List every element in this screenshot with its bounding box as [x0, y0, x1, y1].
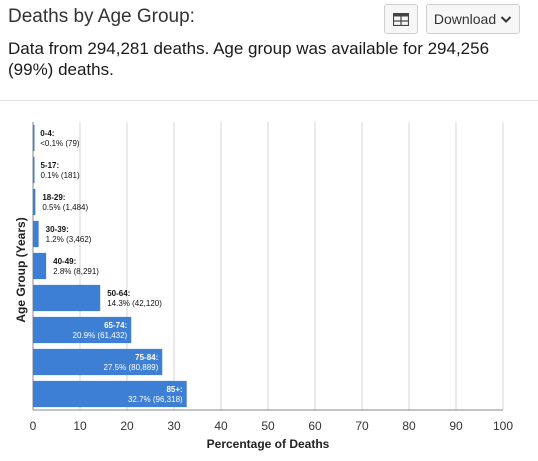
bars	[33, 124, 187, 408]
view-table-button[interactable]	[384, 4, 418, 34]
bar-chart: 0-4: <0.1% (79) 5-17: 0.1% (181) 18-29: 0.5% …	[0, 100, 538, 456]
download-label: Download	[433, 11, 497, 27]
bar-85+[interactable]	[33, 380, 187, 408]
bar-category-label: 0-4:	[40, 129, 54, 138]
y-axis-label: Age Group (Years)	[14, 217, 28, 322]
bar-5-17[interactable]	[33, 156, 35, 184]
bar-category-label: 75-84:	[135, 353, 158, 362]
download-button[interactable]: Download	[426, 4, 520, 34]
x-ticks: 0 10 20 30 40 50 60 70 80 90 100	[30, 419, 514, 433]
bar-18-29[interactable]	[33, 188, 36, 216]
chart-header: Deaths by Age Group: Download Data from …	[0, 0, 538, 101]
bar-75-84[interactable]	[33, 348, 163, 376]
bar-labels: 0-4:<0.1% (79) 5-17:0.1% (181) 18-29:0.5% …	[40, 129, 183, 404]
bar-value-label: 1.2% (3,462)	[46, 235, 92, 244]
bar-50-64[interactable]	[33, 284, 101, 312]
bar-value-label: <0.1% (79)	[40, 139, 80, 148]
x-tick-label: 10	[73, 419, 87, 433]
bar-category-label: 65-74:	[104, 321, 127, 330]
bar-chart-svg: 0-4:<0.1% (79) 5-17:0.1% (181) 18-29:0.5% …	[14, 122, 514, 451]
table-icon	[393, 12, 409, 26]
x-tick-label: 60	[308, 419, 322, 433]
chart-title: Deaths by Age Group:	[8, 6, 195, 27]
bar-value-label: 14.3% (42,120)	[107, 299, 162, 308]
bar-category-label: 40-49:	[53, 257, 76, 266]
x-tick-label: 40	[214, 419, 228, 433]
x-tick-label: 90	[449, 419, 463, 433]
bar-value-label: 20.9% (61,432)	[73, 331, 128, 340]
x-tick-label: 50	[261, 419, 275, 433]
bar-value-label: 0.1% (181)	[40, 171, 79, 180]
bar-40-49[interactable]	[33, 252, 47, 280]
bar-value-label: 27.5% (80,889)	[104, 363, 159, 372]
x-axis-label: Percentage of Deaths	[207, 437, 330, 451]
bar-65-74[interactable]	[33, 316, 132, 344]
bar-category-label: 30-39:	[46, 225, 69, 234]
x-tick-label: 0	[30, 419, 37, 433]
bar-value-label: 32.7% (96,318)	[128, 395, 183, 404]
bar-category-label: 5-17:	[40, 161, 59, 170]
chevron-down-icon	[500, 15, 512, 23]
bar-value-label: 0.5% (1,484)	[42, 203, 88, 212]
x-tick-label: 80	[402, 419, 416, 433]
bar-category-label: 50-64:	[107, 289, 130, 298]
bar-30-39[interactable]	[33, 220, 39, 248]
bar-category-label: 85+:	[166, 385, 182, 394]
bar-0-4[interactable]	[33, 124, 35, 152]
x-tick-label: 70	[355, 419, 369, 433]
bar-category-label: 18-29:	[42, 193, 65, 202]
x-tick-label: 30	[167, 419, 181, 433]
bar-value-label: 2.8% (8,291)	[53, 267, 99, 276]
x-tick-label: 20	[120, 419, 134, 433]
chart-subtitle: Data from 294,281 deaths. Age group was …	[8, 39, 490, 79]
x-tick-label: 100	[493, 419, 513, 433]
